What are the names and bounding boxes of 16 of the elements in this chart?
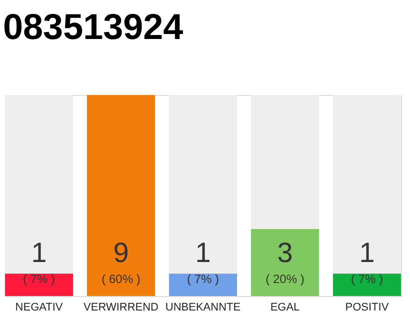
annotation: ( 20% ) <box>266 272 304 286</box>
data-label: 1 <box>31 237 47 268</box>
annotation: ( 7% ) <box>186 272 220 286</box>
x-tick-label: VERWIRREND <box>84 302 159 314</box>
data-label: 1 <box>359 237 375 268</box>
annotation: ( 7% ) <box>350 272 383 286</box>
x-tick-label: UNBEKANNTE <box>165 302 241 314</box>
data-label: 3 <box>277 237 293 268</box>
data-label: 1 <box>195 237 211 268</box>
annotation: ( 60% ) <box>102 272 140 286</box>
x-tick-label: EGAL <box>270 302 300 314</box>
data-label: 9 <box>113 237 129 268</box>
x-tick-label: POSITIV <box>345 302 390 314</box>
x-tick-label: NEGATIV <box>15 302 64 314</box>
chart-title: 083513924 <box>3 6 184 47</box>
annotation: ( 7% ) <box>23 272 56 286</box>
